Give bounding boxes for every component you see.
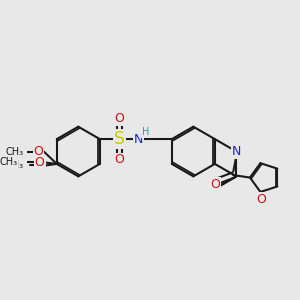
Text: O: O (256, 193, 266, 206)
Text: O: O (115, 112, 124, 125)
Text: O: O (35, 159, 45, 172)
Text: H: H (142, 127, 149, 137)
Text: O: O (115, 153, 124, 166)
Text: O: O (34, 145, 44, 158)
Text: N: N (232, 145, 241, 158)
Text: S: S (114, 130, 125, 148)
Text: CH₃: CH₃ (5, 146, 23, 157)
Text: O: O (34, 156, 44, 169)
Text: N: N (134, 133, 143, 146)
Text: O: O (210, 178, 220, 191)
Text: CH₃: CH₃ (0, 158, 17, 167)
Text: CH₃: CH₃ (6, 160, 24, 170)
